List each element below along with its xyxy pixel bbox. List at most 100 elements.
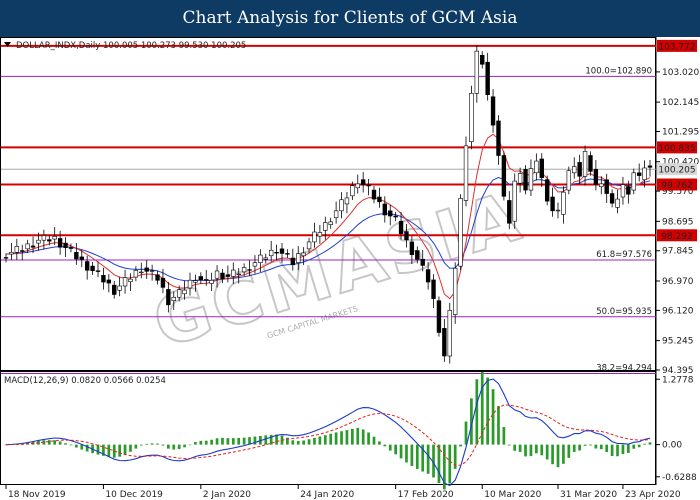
candle [609, 189, 615, 208]
candle-body [279, 248, 285, 254]
candle-body [572, 166, 577, 174]
candle [393, 211, 398, 222]
date-tick-label: 18 Nov 2019 [8, 490, 66, 500]
candle-body [220, 272, 225, 280]
macd-histogram-bar [470, 398, 473, 445]
candle-body [30, 245, 36, 248]
collapse-triangle-icon[interactable] [4, 42, 11, 47]
candle [209, 272, 214, 292]
candle [258, 249, 263, 273]
candle-body [485, 61, 490, 95]
macd-histogram-bar [204, 440, 208, 445]
candle [182, 280, 187, 300]
candle [241, 263, 247, 277]
candle [30, 236, 36, 254]
macd-histogram-bar [524, 444, 527, 457]
candle-body [534, 160, 539, 174]
candle-body [393, 215, 398, 218]
macd-histogram-bar [80, 444, 84, 450]
candle-body [609, 193, 615, 204]
macd-histogram-bar [502, 427, 506, 445]
macd-histogram-bar [453, 444, 457, 469]
price-tick-label: 97.845 [662, 247, 694, 257]
level-tag-1 [657, 141, 697, 154]
candle-body [463, 145, 469, 201]
candle [544, 175, 550, 206]
candle-body [214, 270, 220, 279]
macd-histogram-bar [567, 444, 571, 458]
candle [106, 274, 112, 293]
candle-body [626, 186, 631, 195]
candle-body [474, 50, 480, 94]
candle-body [166, 289, 171, 306]
candle [626, 180, 631, 204]
candle-body [615, 198, 620, 208]
candle [290, 248, 296, 271]
candle [112, 280, 117, 299]
candle-body [117, 285, 122, 291]
macd-histogram-bar [231, 438, 235, 445]
macd-histogram-bar [443, 444, 446, 490]
macd-histogram-bar [69, 444, 73, 446]
macd-histogram-bar [464, 421, 468, 445]
candle-body [604, 179, 609, 194]
candle-body [647, 165, 653, 168]
candle [268, 240, 274, 262]
macd-histogram-bar [535, 444, 538, 454]
candle [566, 166, 572, 195]
macd-histogram-bar [102, 444, 105, 456]
macd-histogram-bar [421, 444, 425, 472]
level-tag-label-0: 103.772 [658, 42, 695, 52]
candle-body [631, 172, 636, 191]
candle [36, 232, 41, 251]
candle-body [204, 278, 209, 281]
candle-body [296, 253, 301, 263]
macd-histogram-bar [480, 371, 484, 445]
macd-line [5, 378, 651, 487]
candle [436, 296, 442, 337]
candle-body [388, 210, 393, 217]
candle [214, 265, 220, 288]
level-tag-3 [657, 229, 697, 242]
macd-histogram-bar [378, 441, 381, 445]
macd-histogram-bar [340, 431, 343, 445]
candle-body [398, 220, 404, 234]
macd-histogram-bar [334, 432, 338, 445]
candle [149, 264, 155, 281]
candle-body [3, 257, 9, 259]
price-tick-label: 94.395 [662, 366, 694, 376]
candle-body [566, 170, 572, 191]
candle-body [106, 279, 112, 284]
macd-histogram-bar [129, 444, 132, 452]
candle-body [588, 155, 593, 172]
candle [480, 51, 485, 69]
candle [572, 157, 577, 179]
price-tick-label: 103.020 [662, 68, 699, 78]
macd-histogram-bar [432, 444, 435, 478]
candle-body [84, 261, 90, 271]
candle [41, 229, 47, 250]
macd-histogram-bar [405, 444, 408, 463]
candle-body [63, 242, 68, 248]
macd-tick-label: 0.00 [662, 441, 682, 451]
candle [204, 269, 209, 286]
candle-body [599, 183, 604, 187]
candle-body [404, 231, 409, 241]
candle-body [371, 189, 377, 200]
macd-histogram-bar [551, 444, 554, 465]
macd-histogram-bar [194, 442, 197, 445]
macd-histogram-bar [188, 444, 192, 446]
fib-label-2: 50.0=95.935 [596, 307, 652, 317]
candle-body [101, 275, 106, 283]
candle-body [561, 191, 566, 215]
macd-histogram-bar [610, 444, 614, 457]
candle-body [79, 256, 84, 260]
macd-histogram-bar [415, 444, 419, 469]
macd-histogram-bar [599, 444, 603, 450]
candle [604, 173, 609, 203]
chart-area: GCMASIA GCM CAPITAL MARKETS 100.0=102.89… [0, 37, 699, 500]
candle [409, 236, 415, 265]
price-tick-label: 101.295 [662, 127, 699, 137]
candle-body [41, 235, 47, 241]
candle [452, 262, 458, 324]
